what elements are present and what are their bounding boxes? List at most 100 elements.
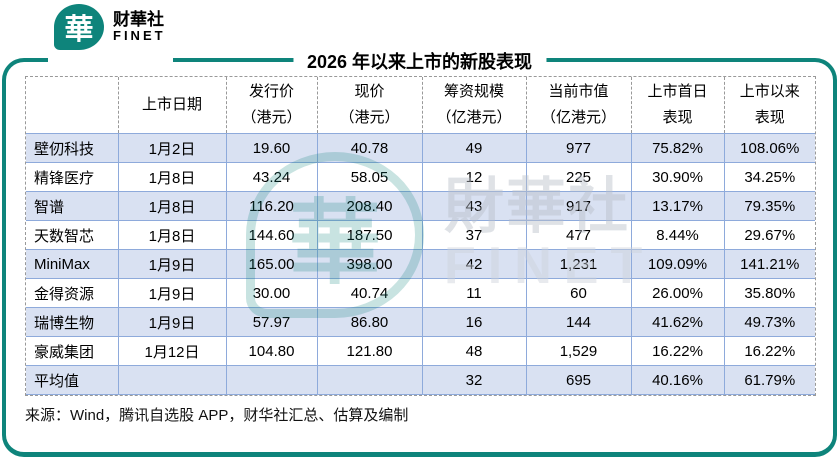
first-day-cell: 16.22%: [631, 336, 725, 366]
issue-price-cell: 104.80: [226, 336, 318, 366]
table-row: 金得资源 1月9日 30.00 40.74 11 60 26.00% 35.80%: [26, 278, 815, 308]
current-price-cell: 208.40: [317, 191, 423, 221]
stock-name-cell: 平均值: [26, 365, 119, 395]
funds-raised-cell: 37: [422, 220, 527, 250]
table-row: 豪威集团 1月12日 104.80 121.80 48 1,529 16.22% 16.22%: [26, 336, 815, 366]
issue-price-cell: 144.60: [226, 220, 318, 250]
issue-price-cell: 43.24: [226, 162, 318, 192]
market-cap-cell: 477: [526, 220, 632, 250]
list-date-cell: 1月9日: [118, 307, 227, 337]
current-price-cell: [317, 365, 423, 395]
source-note: 来源：Wind，腾讯自选股 APP，财华社汇总、估算及编制: [25, 407, 409, 424]
since-listing-cell: 108.06%: [724, 133, 815, 163]
list-date-cell: 1月9日: [118, 249, 227, 279]
stock-name-cell: MiniMax: [26, 249, 119, 279]
current-price-cell: 40.74: [317, 278, 423, 308]
finet-logo: 華 财華社 FINET: [52, 4, 174, 50]
ipo-table-container: 上市日期 发行价 （港元） 现价 （港元） 筹资规模 （亿港元） 当前市值 （亿港元） …: [25, 76, 816, 396]
stock-name-cell: 金得资源: [26, 278, 119, 308]
current-price-cell: 86.80: [317, 307, 423, 337]
market-cap-cell: 917: [526, 191, 632, 221]
col-header-since-listing: 上市以来 表现: [739, 83, 800, 126]
col-header-current-price: 现价 （港元）: [317, 77, 423, 134]
stock-name-cell: 瑞博生物: [26, 307, 119, 337]
first-day-cell: 75.82%: [631, 133, 725, 163]
col-header-market-cap: 当前市值 （亿港元）: [526, 77, 632, 134]
col-header-first-day: 上市首日 表现: [631, 77, 725, 134]
funds-raised-cell: 16: [422, 307, 527, 337]
finet-logo-icon: 華: [54, 4, 104, 50]
stock-name-cell: 精锋医疗: [26, 162, 119, 192]
current-price-cell: 40.78: [317, 133, 423, 163]
market-cap-cell: 1,529: [526, 336, 632, 366]
average-row: 平均值 32 695 40.16% 61.79%: [26, 365, 815, 395]
first-day-cell: 8.44%: [631, 220, 725, 250]
market-cap-cell: 1,231: [526, 249, 632, 279]
issue-price-cell: 116.20: [226, 191, 318, 221]
market-cap-cell: 60: [526, 278, 632, 308]
table-row: 瑞博生物 1月9日 57.97 86.80 16 144 41.62% 49.73%: [26, 307, 815, 337]
funds-raised-cell: 32: [422, 365, 527, 395]
since-listing-cell: 16.22%: [724, 336, 815, 366]
table-row: 天数智芯 1月8日 144.60 187.50 37 477 8.44% 29.67%: [26, 220, 815, 250]
table-row: 壁仞科技 1月2日 19.60 40.78 49 977 75.82% 108.06%: [26, 133, 815, 163]
current-price-cell: 121.80: [317, 336, 423, 366]
issue-price-cell: 165.00: [226, 249, 318, 279]
since-listing-cell: 61.79%: [724, 365, 815, 395]
stock-name-cell: 天数智芯: [26, 220, 119, 250]
issue-price-cell: 57.97: [226, 307, 318, 337]
ipo-performance-table: 上市日期 发行价 （港元） 现价 （港元） 筹资规模 （亿港元） 当前市值 （亿港元） …: [26, 77, 815, 395]
stock-name-cell: 豪威集团: [26, 336, 119, 366]
current-price-cell: 58.05: [317, 162, 423, 192]
funds-raised-cell: 49: [422, 133, 527, 163]
list-date-cell: 1月8日: [118, 220, 227, 250]
since-listing-cell: 141.21%: [724, 249, 815, 279]
table-row: 精锋医疗 1月8日 43.24 58.05 12 225 30.90% 34.25%: [26, 162, 815, 192]
first-day-cell: 40.16%: [631, 365, 725, 395]
col-header-funds-raised: 筹资规模 （亿港元）: [422, 77, 527, 134]
list-date-cell: 1月8日: [118, 162, 227, 192]
frame-line-mask: [48, 55, 173, 67]
funds-raised-cell: 43: [422, 191, 527, 221]
market-cap-cell: 977: [526, 133, 632, 163]
since-listing-cell: 29.67%: [724, 220, 815, 250]
finet-logo-text: 财華社 FINET: [113, 10, 166, 44]
issue-price-cell: 19.60: [226, 133, 318, 163]
market-cap-cell: 144: [526, 307, 632, 337]
table-row: 智谱 1月8日 116.20 208.40 43 917 13.17% 79.35%: [26, 191, 815, 221]
funds-raised-cell: 42: [422, 249, 527, 279]
since-listing-cell: 79.35%: [724, 191, 815, 221]
col-header-name: [26, 77, 119, 134]
col-header-issue-price: 发行价 （港元）: [226, 77, 318, 134]
current-price-cell: 187.50: [317, 220, 423, 250]
since-listing-cell: 49.73%: [724, 307, 815, 337]
funds-raised-cell: 12: [422, 162, 527, 192]
stock-name-cell: 智谱: [26, 191, 119, 221]
funds-raised-cell: 48: [422, 336, 527, 366]
issue-price-cell: 30.00: [226, 278, 318, 308]
list-date-cell: 1月9日: [118, 278, 227, 308]
funds-raised-cell: 11: [422, 278, 527, 308]
first-day-cell: 41.62%: [631, 307, 725, 337]
page-title: 2026 年以来上市的新股表现: [292, 46, 547, 76]
since-listing-cell: 35.80%: [724, 278, 815, 308]
list-date-cell: [118, 365, 227, 395]
market-cap-cell: 695: [526, 365, 632, 395]
table-row: MiniMax 1月9日 165.00 398.00 42 1,231 109.09% 141…: [26, 249, 815, 279]
brand-name-cn: 财華社: [113, 9, 164, 29]
first-day-cell: 26.00%: [631, 278, 725, 308]
issue-price-cell: [226, 365, 318, 395]
current-price-cell: 398.00: [317, 249, 423, 279]
stock-name-cell: 壁仞科技: [26, 133, 119, 163]
first-day-cell: 13.17%: [631, 191, 725, 221]
list-date-cell: 1月2日: [118, 133, 227, 163]
since-listing-cell: 34.25%: [724, 162, 815, 192]
market-cap-cell: 225: [526, 162, 632, 192]
first-day-cell: 109.09%: [631, 249, 725, 279]
header-row: 上市日期 发行价 （港元） 现价 （港元） 筹资规模 （亿港元） 当前市值 （亿港元） …: [26, 77, 815, 134]
brand-name-en: FINET: [113, 28, 166, 44]
first-day-cell: 30.90%: [631, 162, 725, 192]
col-header-list-date: 上市日期: [118, 77, 227, 134]
list-date-cell: 1月8日: [118, 191, 227, 221]
